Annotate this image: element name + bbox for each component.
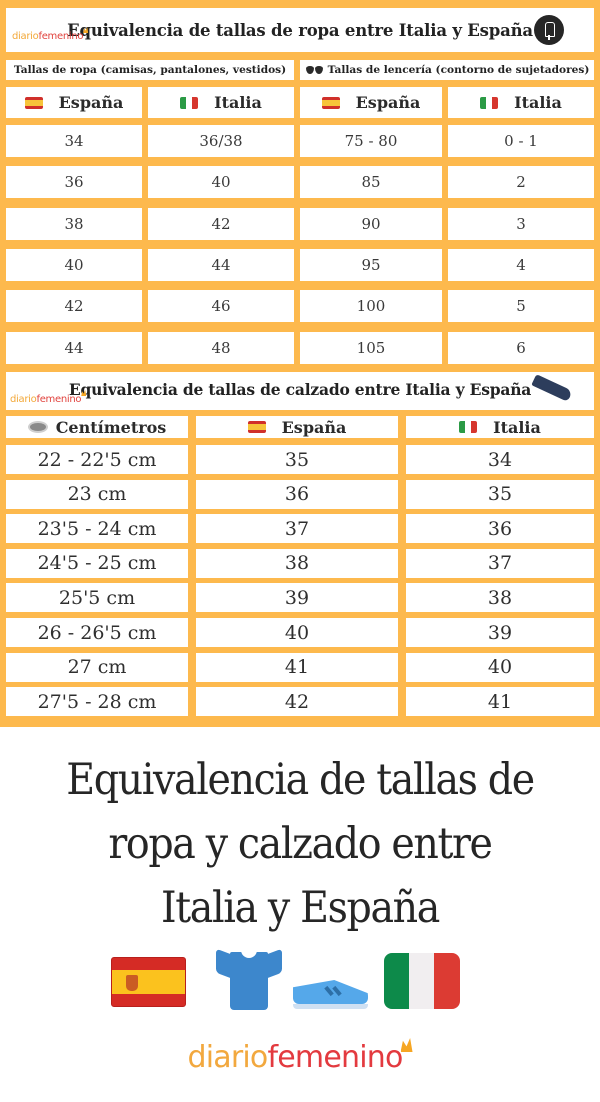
table-cell: 36 xyxy=(196,479,398,509)
table-cell: 105 xyxy=(300,331,442,364)
table-cell: 6 xyxy=(448,331,594,364)
table-cell: 35 xyxy=(406,479,594,509)
table-cell: 25'5 cm xyxy=(6,583,188,613)
brand-logo: diariofemenino xyxy=(0,1038,600,1075)
italy-flag-icon xyxy=(480,96,499,109)
table-cell: 0 - 1 xyxy=(448,125,594,157)
table-cell: 41 xyxy=(196,652,398,682)
shoe-table-header: diariofemenino Equivalencia de tallas de… xyxy=(6,372,594,410)
table-cell: 85 xyxy=(300,166,442,199)
caption-title: Equivalencia de tallas de ropa y calzado… xyxy=(66,755,535,933)
col-header-centimeters: Centímetros xyxy=(6,416,188,438)
table-cell: 36/38 xyxy=(148,125,294,157)
table-cell: 40 xyxy=(406,652,594,682)
italy-flag-icon xyxy=(459,421,478,433)
measuring-tape-icon xyxy=(27,421,48,433)
table-cell: 34 xyxy=(406,445,594,474)
table-cell: 40 xyxy=(6,248,142,281)
table-cell: 42 xyxy=(6,290,142,323)
table-cell: 5 xyxy=(448,290,594,323)
col-header-spain-lingerie: España xyxy=(300,87,442,118)
table-cell: 36 xyxy=(6,166,142,199)
table-cell: 39 xyxy=(406,618,594,647)
table-cell: 22 - 22'5 cm xyxy=(6,445,188,474)
size-equivalence-infographic: diariofemenino Equivalencia de tallas de… xyxy=(0,0,600,727)
sneaker-icon xyxy=(293,978,368,1012)
table-cell: 75 - 80 xyxy=(300,125,442,157)
lingerie-subheader: Tallas de lencería (contorno de sujetado… xyxy=(300,60,594,80)
table-cell: 27'5 - 28 cm xyxy=(6,687,188,717)
table-cell: 24'5 - 25 cm xyxy=(6,548,188,578)
table-cell: 23 cm xyxy=(6,479,188,509)
table-cell: 90 xyxy=(300,207,442,240)
col-header-italy-lingerie: Italia xyxy=(448,87,594,118)
table-cell: 35 xyxy=(196,445,398,474)
col-header-italy-shoes: Italia xyxy=(406,416,594,438)
table-cell: 44 xyxy=(6,331,142,364)
table-cell: 38 xyxy=(6,207,142,240)
shoe-table-title: Equivalencia de tallas de calzado entre … xyxy=(68,379,532,399)
table-cell: 95 xyxy=(300,248,442,281)
table-cell: 41 xyxy=(406,687,594,717)
table-cell: 38 xyxy=(196,548,398,578)
table-cell: 100 xyxy=(300,290,442,323)
table-cell: 34 xyxy=(6,125,142,157)
bra-icon xyxy=(305,65,325,75)
table-cell: 39 xyxy=(196,583,398,613)
italy-flag-icon xyxy=(180,96,199,109)
table-cell: 26 - 26'5 cm xyxy=(6,618,188,647)
table-cell: 42 xyxy=(148,207,294,240)
brand-logo-small: diariofemenino xyxy=(10,390,87,405)
table-cell: 3 xyxy=(448,207,594,240)
flat-shoe-icon xyxy=(530,378,572,402)
spain-flag-icon xyxy=(247,421,266,433)
dress-form-icon xyxy=(534,15,564,45)
table-cell: 40 xyxy=(196,618,398,647)
coat-of-arms-icon xyxy=(126,975,138,991)
table-cell: 40 xyxy=(148,166,294,199)
table-cell: 38 xyxy=(406,583,594,613)
table-cell: 27 cm xyxy=(6,652,188,682)
table-cell: 23'5 - 24 cm xyxy=(6,514,188,544)
tshirt-icon xyxy=(216,948,282,1010)
table-cell: 48 xyxy=(148,331,294,364)
table-cell: 44 xyxy=(148,248,294,281)
table-cell: 46 xyxy=(148,290,294,323)
icons-row xyxy=(0,948,600,1020)
spain-flag-icon xyxy=(111,957,186,1007)
table-cell: 2 xyxy=(448,166,594,199)
italy-flag-icon xyxy=(384,953,460,1009)
col-header-italy-clothes: Italia xyxy=(148,87,294,118)
col-header-spain-clothes: España xyxy=(6,87,142,118)
clothing-table-header: diariofemenino Equivalencia de tallas de… xyxy=(6,8,594,52)
spain-flag-icon xyxy=(24,96,43,109)
spain-flag-icon xyxy=(321,96,340,109)
table-cell: 36 xyxy=(406,514,594,544)
col-header-spain-shoes: España xyxy=(196,416,398,438)
table-cell: 42 xyxy=(196,687,398,717)
table-cell: 4 xyxy=(448,248,594,281)
brand-logo-small: diariofemenino xyxy=(12,27,89,42)
clothing-table-title: Equivalencia de tallas de ropa entre Ita… xyxy=(67,20,533,40)
table-cell: 37 xyxy=(406,548,594,578)
clothes-subheader: Tallas de ropa (camisas, pantalones, ves… xyxy=(6,60,294,80)
table-cell: 37 xyxy=(196,514,398,544)
